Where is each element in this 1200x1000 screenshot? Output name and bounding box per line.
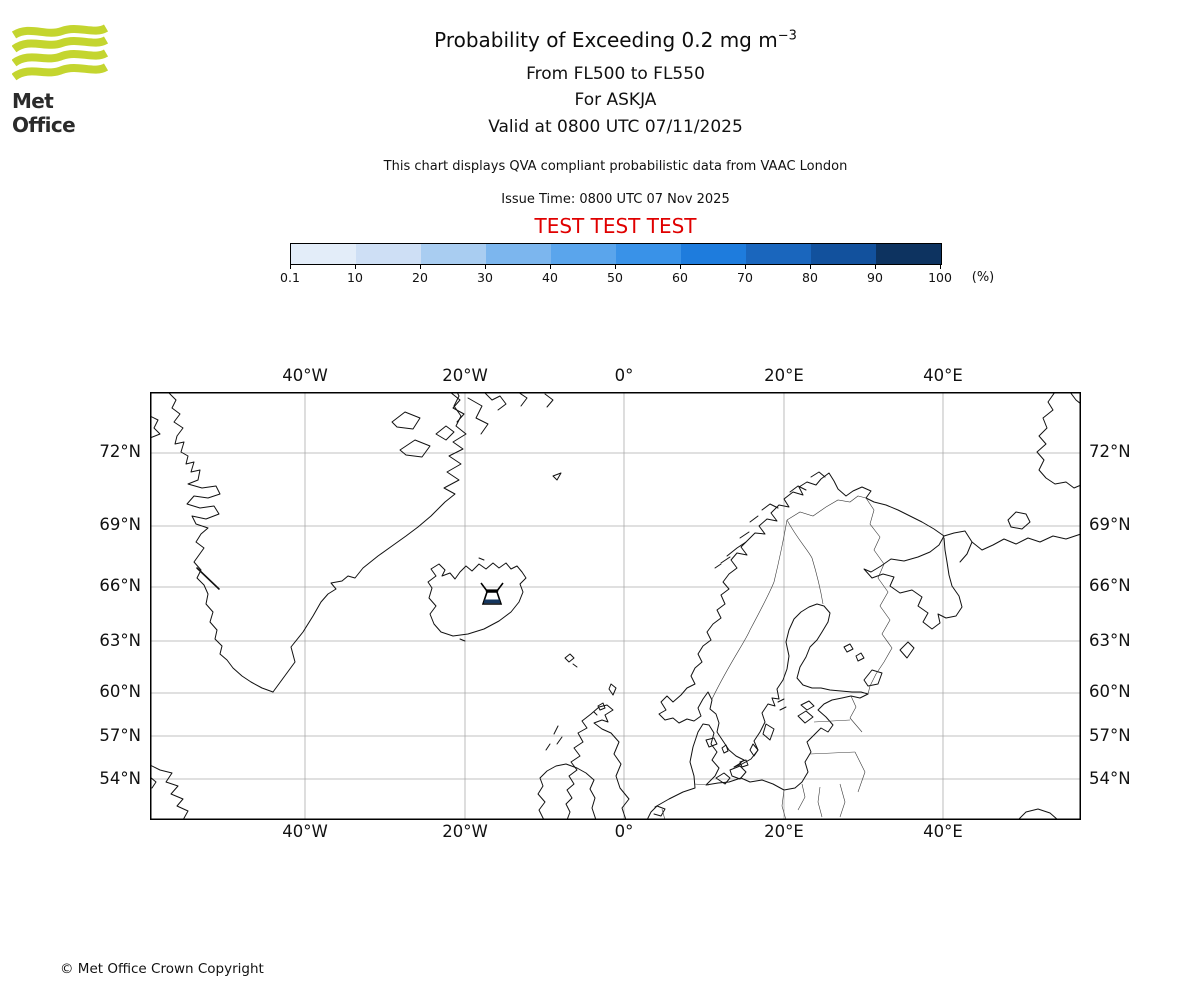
lat-label-left: 69°N bbox=[99, 515, 141, 534]
graticule-grid bbox=[151, 393, 1080, 819]
flight-level-range: From FL500 to FL550 bbox=[526, 64, 705, 84]
test-banner: TEST TEST TEST bbox=[534, 214, 697, 238]
lon-label-bottom: 20°E bbox=[764, 822, 804, 841]
lat-label-right: 57°N bbox=[1089, 726, 1131, 745]
volcano-marker-icon bbox=[480, 582, 504, 605]
great-britain-coast bbox=[545, 704, 630, 819]
lat-label-left: 60°N bbox=[99, 682, 141, 701]
scandinavia-coast bbox=[658, 471, 872, 768]
copyright-notice: © Met Office Crown Copyright bbox=[60, 961, 264, 977]
lon-label-bottom: 20°W bbox=[442, 822, 488, 841]
issue-time: Issue Time: 0800 UTC 07 Nov 2025 bbox=[501, 192, 730, 207]
lon-label-bottom: 0° bbox=[614, 822, 634, 841]
colorbar-segment bbox=[746, 244, 811, 264]
colorbar-tick-label: 70 bbox=[737, 270, 753, 285]
probability-colorbar bbox=[290, 243, 942, 265]
faroe-islands bbox=[564, 653, 578, 668]
colorbar-tick-label: 40 bbox=[542, 270, 558, 285]
chart-title-text: Probability of Exceeding 0.2 mg m bbox=[434, 28, 778, 52]
lon-label-bottom: 40°E bbox=[923, 822, 963, 841]
met-office-waves-icon bbox=[11, 24, 109, 81]
colorbar-tick bbox=[290, 265, 291, 269]
colorbar-tick bbox=[615, 265, 616, 269]
lon-label-bottom: 40°W bbox=[282, 822, 328, 841]
lat-label-right: 69°N bbox=[1089, 515, 1131, 534]
lat-label-right: 63°N bbox=[1089, 631, 1131, 650]
greenland-coast bbox=[151, 393, 554, 693]
colorbar-tick bbox=[810, 265, 811, 269]
colorbar-segment bbox=[811, 244, 876, 264]
coastlines bbox=[151, 393, 1080, 819]
colorbar-segment bbox=[356, 244, 421, 264]
valid-time-line: Valid at 0800 UTC 07/11/2025 bbox=[488, 117, 743, 137]
colorbar-segment bbox=[681, 244, 746, 264]
jan-mayen-island bbox=[552, 472, 562, 481]
colorbar-tick-label: 90 bbox=[867, 270, 883, 285]
iceland-coast bbox=[427, 557, 527, 642]
colorbar-segment bbox=[876, 244, 941, 264]
colorbar-tick-label: 80 bbox=[802, 270, 818, 285]
colorbar-tick-label: 60 bbox=[672, 270, 688, 285]
volcano-name-line: For ASKJA bbox=[574, 90, 657, 110]
colorbar-tick bbox=[680, 265, 681, 269]
met-office-logo: Met Office bbox=[11, 24, 112, 137]
colorbar-tick bbox=[420, 265, 421, 269]
bottom-right-coast bbox=[1018, 808, 1058, 819]
shetland-orkney-islands bbox=[593, 683, 617, 716]
ireland-coast bbox=[537, 763, 597, 819]
country-borders bbox=[661, 495, 893, 819]
chart-title: Probability of Exceeding 0.2 mg m−3 bbox=[150, 28, 1081, 52]
colorbar-segment bbox=[421, 244, 486, 264]
chart-title-exponent: −3 bbox=[777, 28, 797, 44]
novaya-zemlya-coast bbox=[1036, 393, 1080, 489]
labrador-coast bbox=[151, 764, 189, 819]
lat-label-right: 60°N bbox=[1089, 682, 1131, 701]
colorbar-segment bbox=[551, 244, 616, 264]
colorbar-tick bbox=[550, 265, 551, 269]
colorbar-tick-label: 30 bbox=[477, 270, 493, 285]
lat-label-right: 72°N bbox=[1089, 442, 1131, 461]
lat-label-right: 66°N bbox=[1089, 576, 1131, 595]
map-canvas bbox=[150, 392, 1081, 820]
lat-label-left: 57°N bbox=[99, 726, 141, 745]
colorbar-tick-label: 0.1 bbox=[280, 270, 300, 285]
kola-white-sea-coast bbox=[863, 497, 1080, 630]
lon-label-top: 40°W bbox=[282, 366, 328, 385]
met-office-logo-text: Met Office bbox=[12, 89, 76, 137]
colorbar-tick bbox=[940, 265, 941, 269]
lakes bbox=[705, 641, 915, 754]
colorbar-unit-label: (%) bbox=[971, 270, 995, 285]
colorbar-segment bbox=[291, 244, 356, 264]
colorbar-tick-label: 20 bbox=[412, 270, 428, 285]
colorbar-tick bbox=[355, 265, 356, 269]
lon-label-top: 40°E bbox=[923, 366, 963, 385]
colorbar-segment bbox=[616, 244, 681, 264]
lat-label-right: 54°N bbox=[1089, 769, 1131, 788]
colorbar-tick-label: 10 bbox=[347, 270, 363, 285]
lat-label-left: 72°N bbox=[99, 442, 141, 461]
lon-label-top: 20°E bbox=[764, 366, 804, 385]
lat-label-left: 63°N bbox=[99, 631, 141, 650]
lon-label-top: 20°W bbox=[442, 366, 488, 385]
colorbar-tick bbox=[485, 265, 486, 269]
colorbar-tick-label: 100 bbox=[928, 270, 952, 285]
lat-label-left: 54°N bbox=[99, 769, 141, 788]
lon-label-top: 0° bbox=[614, 366, 634, 385]
colorbar-tick-label: 50 bbox=[607, 270, 623, 285]
lat-label-left: 66°N bbox=[99, 576, 141, 595]
chart-description: This chart displays QVA compliant probab… bbox=[383, 159, 848, 174]
colorbar-segment bbox=[486, 244, 551, 264]
map-frame bbox=[150, 392, 1081, 820]
colorbar-tick bbox=[745, 265, 746, 269]
continental-europe-coast bbox=[646, 693, 869, 819]
colorbar-tick bbox=[875, 265, 876, 269]
